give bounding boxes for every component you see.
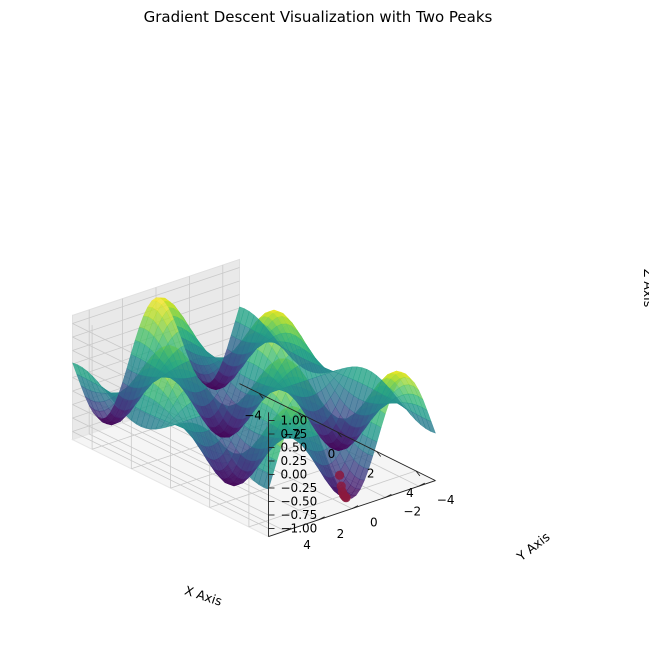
y-axis-label: Y Axis — [513, 529, 553, 565]
z-tick-label: 0.50 — [281, 441, 308, 455]
x-tick-label: 2 — [367, 467, 375, 481]
tick-labels: −4−2024−4−2024−1.00−0.75−0.50−0.250.000.… — [244, 393, 455, 552]
surface — [72, 297, 436, 499]
y-tick-mark — [385, 493, 392, 498]
z-axis-label: Z Axis — [641, 269, 649, 307]
z-tick-label: 1.00 — [281, 414, 308, 428]
y-tick-mark — [351, 505, 359, 510]
x-axis-label: X Axis — [183, 583, 224, 609]
x-tick-mark — [258, 393, 264, 399]
z-tick-label: 0.75 — [281, 427, 308, 441]
z-tick-label: −0.25 — [281, 481, 318, 495]
x-tick-label: 0 — [328, 447, 336, 461]
z-tick-label: −0.50 — [281, 495, 318, 509]
path-point — [335, 470, 345, 480]
z-tick-label: 0.00 — [281, 468, 308, 482]
grid-line — [72, 267, 240, 324]
x-tick-label: 4 — [406, 486, 414, 500]
grid-line — [72, 431, 269, 529]
descent-path — [335, 470, 351, 503]
x-tick-label: −2 — [283, 428, 301, 442]
z-tick-label: −1.00 — [281, 522, 318, 536]
y-tick-label: 0 — [370, 516, 378, 530]
x-tick-mark — [337, 431, 342, 438]
x-tick-mark — [376, 451, 382, 457]
grid-line — [72, 417, 269, 516]
surface-patch — [426, 419, 436, 434]
grid-line — [89, 433, 286, 532]
x-tick-mark — [297, 412, 303, 418]
y-tick-mark — [318, 516, 325, 521]
y-tick-label: 4 — [303, 538, 311, 552]
path-point — [341, 493, 351, 503]
y-tick-mark — [284, 527, 292, 532]
chart-title: Gradient Descent Visualization with Two … — [144, 8, 493, 26]
x-tick-mark — [415, 470, 421, 477]
y-tick-mark — [418, 482, 426, 487]
x-tick-label: −4 — [244, 408, 262, 422]
y-tick-label: −4 — [437, 493, 455, 507]
z-tick-label: 0.25 — [281, 454, 308, 468]
z-tick-label: −0.75 — [281, 508, 318, 522]
y-tick-label: −2 — [403, 504, 421, 518]
y-tick-label: 2 — [337, 527, 345, 541]
